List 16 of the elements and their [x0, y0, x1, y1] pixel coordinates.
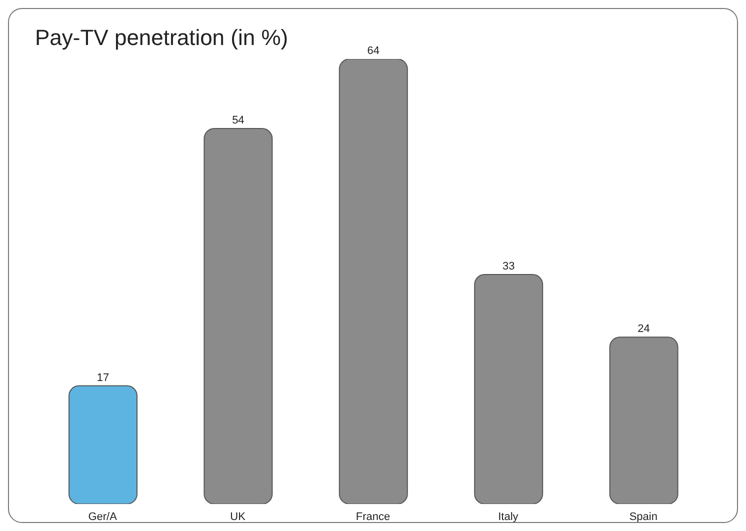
data-label: 24: [638, 323, 650, 336]
data-label: 17: [96, 372, 110, 384]
bar: [474, 274, 544, 504]
data-label: 54: [232, 114, 244, 127]
x-tick-label: France: [356, 510, 390, 523]
bar: [68, 385, 138, 504]
data-label: 64: [367, 45, 380, 57]
x-tick-label: UK: [230, 510, 246, 523]
chart-title: Pay-TV penetration (in %): [35, 25, 288, 51]
x-tick-label: Ger/A: [88, 510, 118, 523]
bar: [609, 336, 678, 504]
data-label: 33: [502, 260, 515, 273]
bar: [204, 128, 273, 504]
x-tick-label: Spain: [629, 510, 658, 523]
bar: [338, 59, 408, 504]
x-tick-label: Italy: [498, 510, 519, 523]
